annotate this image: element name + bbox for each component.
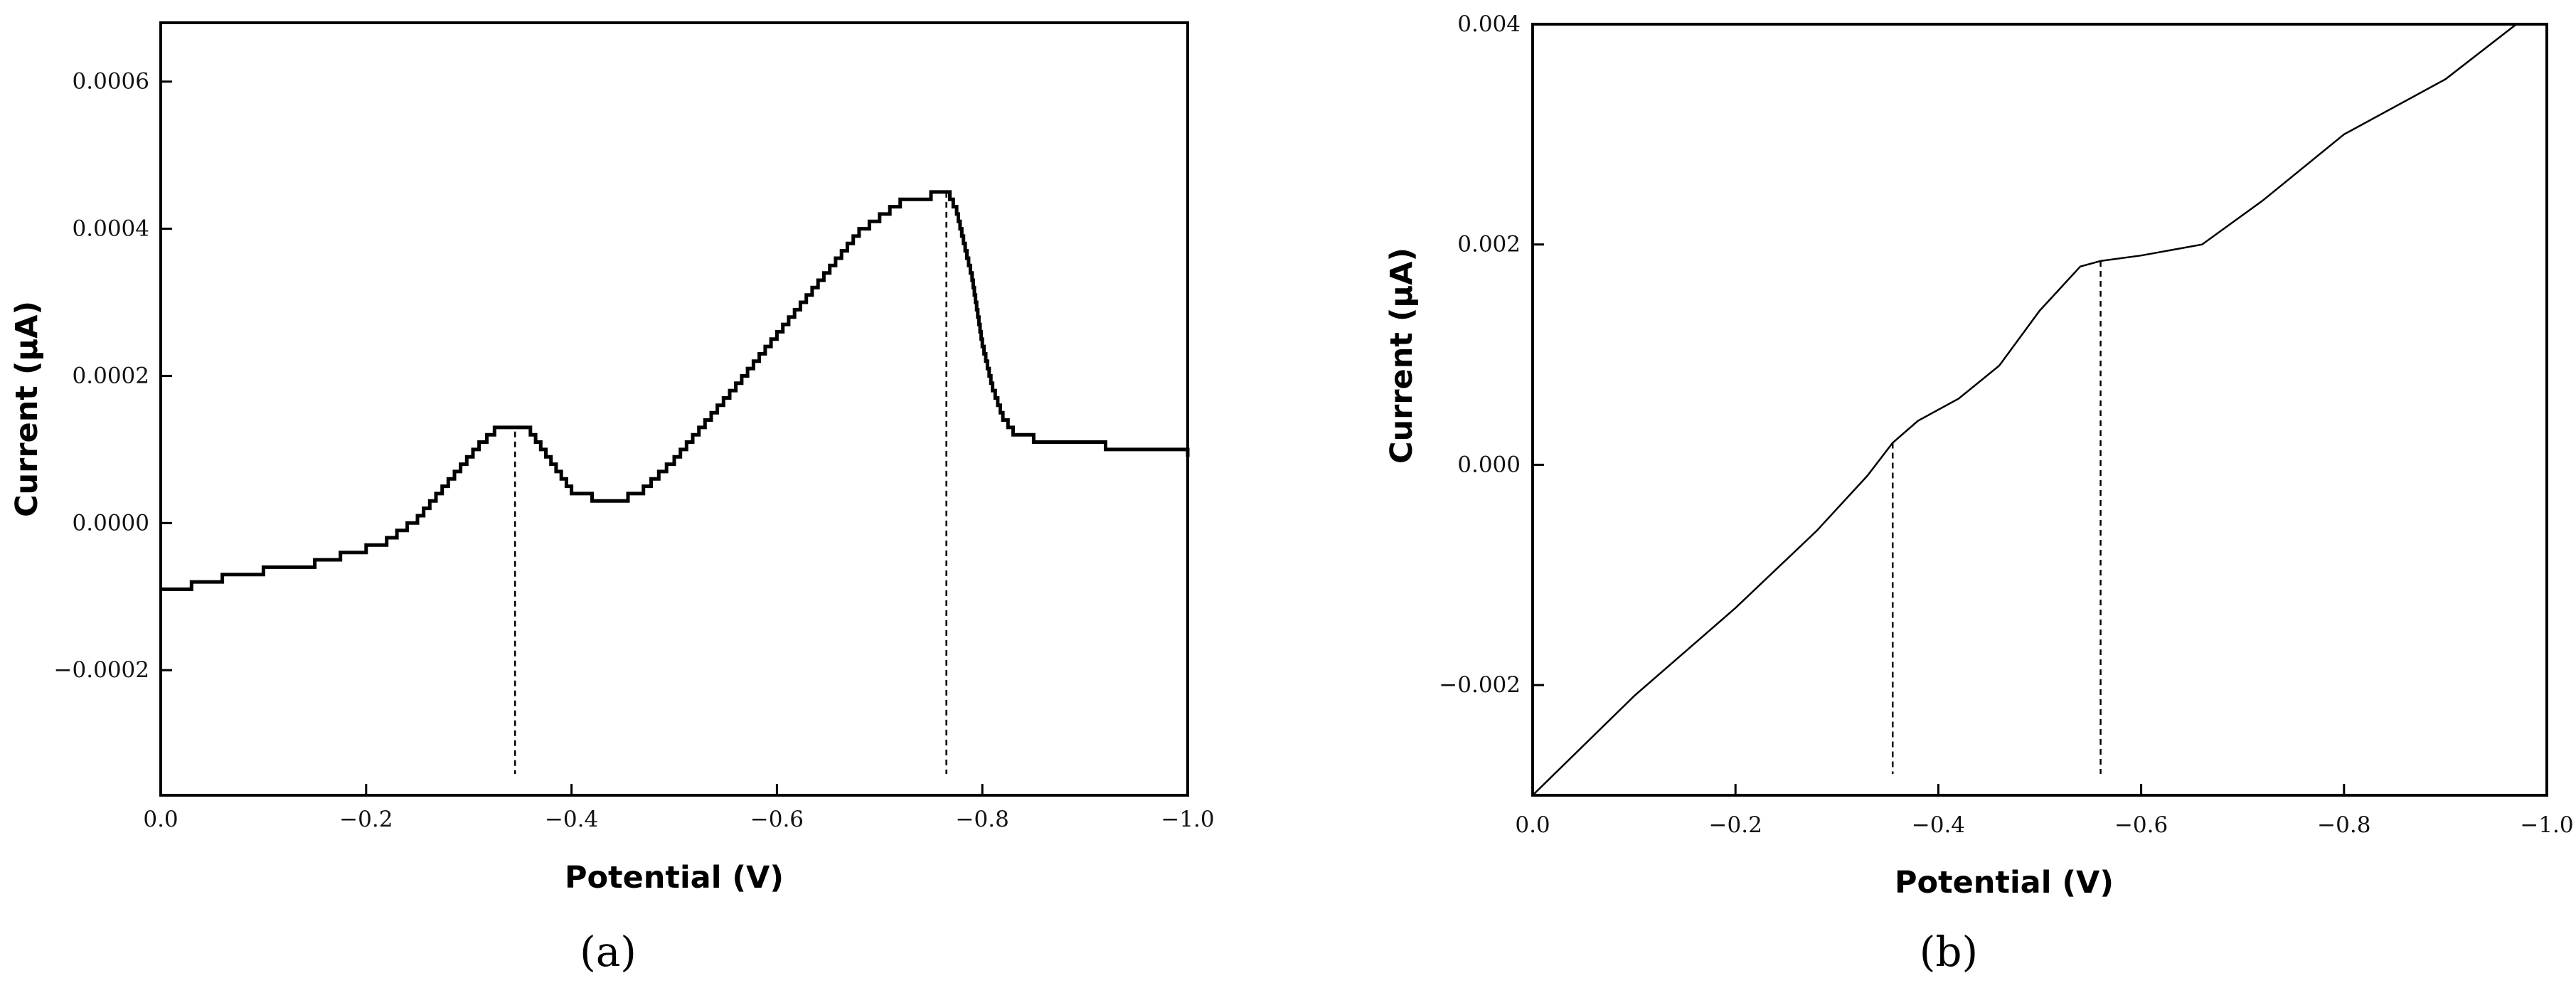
x-tick-label: −0.4 <box>545 807 598 832</box>
y-tick-label: 0.004 <box>1457 11 1521 37</box>
y-tick-label: 0.0004 <box>73 216 149 242</box>
axis-ticks-a: 0.0 −0.2 −0.4 −0.6 −0.8 −1.0 −0.0002 0.0000 0.00… <box>54 69 1215 832</box>
axis-ticks-b: 0.0 −0.2 −0.4 −0.6 −0.8 −1.0 −0.002 0.000 0.002 0… <box>1439 11 2573 838</box>
x-tick-label: −0.6 <box>750 807 804 832</box>
x-tick-label: −0.6 <box>2114 812 2168 838</box>
y-tick-label: 0.002 <box>1457 232 1521 257</box>
y-axis-label-b: Current (µA) <box>1384 248 1420 464</box>
peak-markers-b <box>1891 260 2102 774</box>
plot-frame-a <box>159 21 1189 797</box>
panel-label-b: (b) <box>1920 928 1978 976</box>
x-tick-label: −0.8 <box>2317 812 2370 838</box>
x-tick-label: 0.0 <box>1515 812 1550 838</box>
peak-markers-a <box>513 191 947 774</box>
x-tick-label: 0.0 <box>143 807 178 832</box>
y-tick-label: −0.002 <box>1439 672 1521 698</box>
y-tick-label: 0.000 <box>1457 452 1521 477</box>
y-axis-label-a: Current (µA) <box>9 301 45 517</box>
series-line-b <box>1532 23 2517 796</box>
x-axis-label-a: Potential (V) <box>565 860 784 896</box>
x-tick-label: −0.2 <box>339 807 393 832</box>
x-tick-label: −1.0 <box>2520 812 2573 838</box>
y-tick-label: 0.0006 <box>73 69 149 95</box>
chart-panel-a: 0.0 −0.2 −0.4 −0.6 −0.8 −1.0 −0.0002 0.0000 0.00… <box>9 21 1215 976</box>
chart-panel-b: 0.0 −0.2 −0.4 −0.6 −0.8 −1.0 −0.002 0.000 0.002 0… <box>1384 11 2574 976</box>
y-tick-label: −0.0002 <box>54 657 149 683</box>
y-tick-label: 0.0002 <box>73 363 149 388</box>
x-tick-label: −1.0 <box>1161 807 1214 832</box>
x-axis-label-b: Potential (V) <box>1895 865 2114 901</box>
plot-frame-b <box>1531 23 2548 797</box>
x-tick-label: −0.8 <box>956 807 1009 832</box>
series-line-a <box>161 190 1190 591</box>
x-tick-label: −0.2 <box>1709 812 1762 838</box>
x-tick-label: −0.4 <box>1912 812 1965 838</box>
panel-label-a: (a) <box>580 928 637 976</box>
y-tick-label: 0.0000 <box>73 510 149 536</box>
